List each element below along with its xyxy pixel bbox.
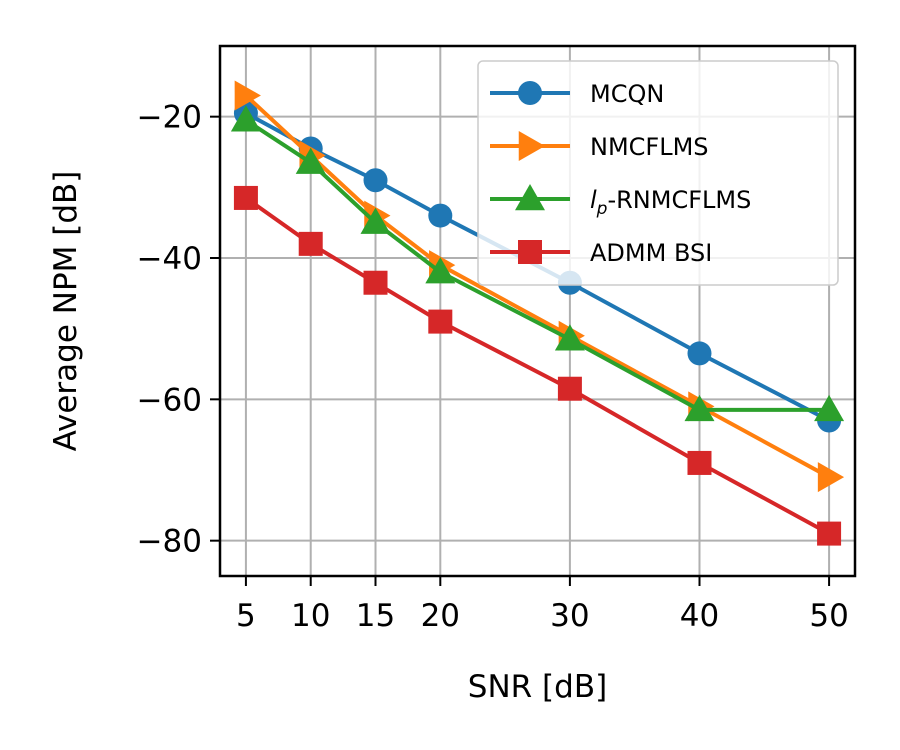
y-tick-label: −40: [137, 241, 202, 277]
legend-item: ADMM BSI: [490, 239, 712, 267]
legend-label: lp-RNMCFLMS: [590, 186, 751, 219]
x-tick-label: 40: [680, 598, 719, 634]
x-tick-label: 10: [291, 598, 330, 634]
series-layer: [230, 80, 845, 546]
axis-ticks: 5 10 15 20 30 40 50 −20 −40 −60 −80: [137, 100, 849, 634]
legend: MCQN NMCFLMS lp-RNMCFLMS ADMM BSI: [477, 60, 839, 286]
data-point: [554, 324, 585, 351]
data-point: [687, 341, 712, 366]
x-tick-label: 30: [550, 598, 589, 634]
data-point: [687, 450, 712, 475]
legend-item: lp-RNMCFLMS: [490, 184, 751, 219]
data-point: [817, 462, 845, 493]
series-4: [233, 185, 842, 546]
data-point: [814, 394, 845, 422]
data-point: [233, 185, 258, 210]
legend-item: NMCFLMS: [490, 131, 709, 161]
plot-frame: [218, 44, 857, 578]
data-point: [817, 521, 842, 546]
data-point: [684, 394, 715, 422]
x-tick-label: 50: [809, 598, 848, 634]
x-axis-label: SNR [dB]: [468, 669, 607, 705]
data-point: [428, 309, 453, 334]
legend-label: NMCFLMS: [590, 133, 709, 161]
legend-box: [477, 60, 839, 286]
data-point: [557, 376, 582, 401]
data-point: [425, 257, 456, 284]
legend-label: MCQN: [590, 80, 664, 108]
data-point: [363, 270, 388, 295]
x-tick-label: 5: [236, 598, 256, 634]
x-tick-label: 15: [356, 598, 395, 634]
data-point: [363, 168, 388, 193]
data-point: [298, 231, 323, 256]
data-point: [295, 147, 326, 174]
y-axis-label: Average NPM [dB]: [48, 171, 84, 452]
data-point: [230, 105, 261, 132]
legend-marker: [518, 81, 542, 105]
legend-marker: [515, 184, 545, 211]
y-tick-label: −20: [137, 100, 202, 136]
legend-marker: [518, 240, 542, 264]
y-tick-label: −60: [137, 382, 202, 418]
y-tick-label: −80: [137, 524, 202, 560]
data-point: [234, 80, 261, 111]
data-point: [360, 207, 391, 234]
legend-marker: [518, 131, 545, 161]
x-tick-label: 20: [421, 598, 460, 634]
legend-label: ADMM BSI: [590, 239, 712, 267]
series-3: [230, 105, 845, 422]
legend-item: MCQN: [490, 80, 664, 108]
data-point: [428, 203, 453, 228]
